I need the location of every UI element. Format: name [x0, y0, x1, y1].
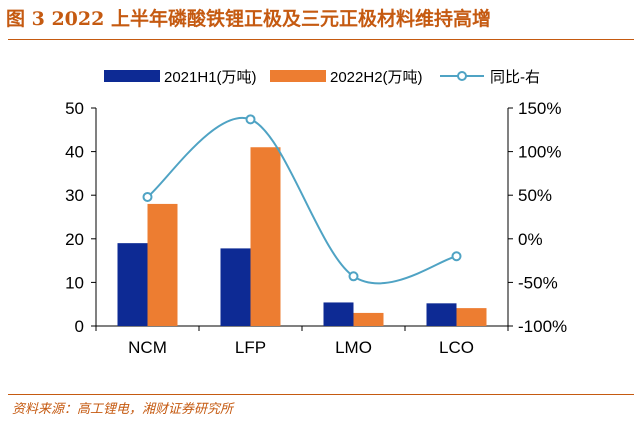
chart-bars	[117, 147, 487, 326]
left-axis-tick-label: 10	[65, 273, 84, 292]
x-axis-tick-label: NCM	[128, 338, 167, 357]
chart-line-series	[142, 114, 462, 285]
x-axis-tick-label: LFP	[235, 338, 266, 357]
title-divider	[8, 39, 634, 40]
right-axis-tick-label: 100%	[518, 143, 561, 162]
legend-label: 同比-右	[490, 69, 540, 86]
footer-divider	[8, 394, 634, 395]
left-axis-tick-label: 30	[65, 186, 84, 205]
legend-swatch	[270, 70, 326, 82]
left-axis-tick-label: 50	[65, 99, 84, 118]
left-axis-tick-label: 20	[65, 230, 84, 249]
chart-axes: 0 10 20 30 40 50 -100% -50% 0% 50% 100% 150% NCM LFP L…	[65, 99, 567, 357]
yoy-point	[245, 114, 256, 125]
chart-legend: 2021H1(万吨) 2022H2(万吨) 同比-右	[104, 69, 540, 86]
right-axis-tick-label: -50%	[518, 273, 558, 292]
bar-series2	[250, 147, 281, 326]
left-axis-tick-label: 0	[75, 317, 84, 336]
bar-series1	[220, 248, 251, 326]
right-axis-tick-label: -100%	[518, 317, 567, 336]
yoy-point	[142, 191, 153, 202]
bar-series2	[147, 203, 178, 326]
bar-series1	[117, 243, 148, 326]
bar-series2	[456, 308, 487, 326]
yoy-point	[451, 251, 462, 262]
legend-label: 2022H2(万吨)	[330, 69, 423, 86]
source-note: 资料来源：高工锂电，湘财证券研究所	[12, 402, 234, 417]
bar-series1	[426, 303, 457, 326]
x-axis-tick-label: LCO	[439, 338, 474, 357]
x-axis-tick-label: LMO	[335, 338, 372, 357]
yoy-line	[146, 116, 457, 285]
right-axis-tick-label: 0%	[518, 230, 543, 249]
bar-series1	[323, 302, 354, 326]
legend-label: 2021H1(万吨)	[164, 69, 257, 86]
legend-line-marker	[457, 71, 467, 81]
right-axis-tick-label: 150%	[518, 99, 561, 118]
bar-series2	[353, 312, 384, 326]
yoy-point	[348, 271, 359, 282]
left-axis-tick-label: 40	[65, 143, 84, 162]
legend-swatch	[104, 70, 160, 82]
chart-title: 图 3 2022 上半年磷酸铁锂正极及三元正极材料维持高增	[6, 8, 491, 30]
right-axis-tick-label: 50%	[518, 186, 552, 205]
